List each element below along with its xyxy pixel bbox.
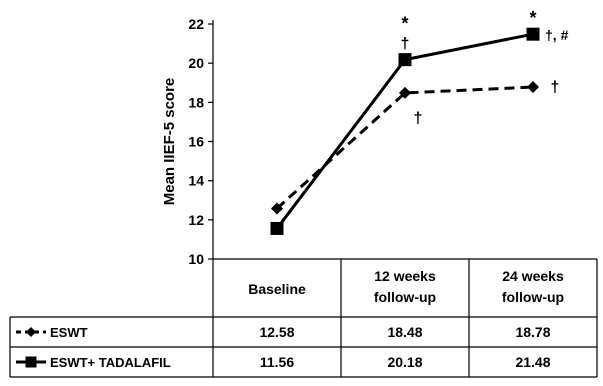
table-value-cell: 20.18 — [387, 354, 422, 370]
y-axis-title: Mean IIEF-5 score — [161, 78, 178, 206]
annotation-symbol: † — [401, 36, 410, 53]
y-tick-label: 12 — [188, 212, 204, 228]
y-tick-label: 22 — [188, 16, 204, 32]
data-point-series-2 — [526, 27, 540, 41]
data-point-series-1 — [527, 81, 539, 94]
annotation-symbol: * — [529, 8, 536, 28]
annotation-symbol: † — [551, 79, 560, 96]
category-label: Baseline — [248, 281, 306, 297]
y-tick-label: 16 — [188, 134, 204, 150]
table-value-cell: 11.56 — [260, 354, 294, 370]
series-line-1 — [275, 85, 534, 210]
table-value-cell: 18.78 — [515, 324, 550, 340]
annotation-symbol: * — [401, 14, 408, 34]
legend-marker-series-1 — [26, 327, 36, 337]
y-tick-label: 20 — [188, 55, 204, 71]
category-label: follow-up — [374, 289, 436, 305]
table-value-cell: 21.48 — [515, 354, 550, 370]
category-label: 24 weeks — [502, 268, 564, 284]
data-point-series-2 — [398, 53, 412, 67]
data-point-series-1 — [271, 202, 283, 215]
y-tick-label: 18 — [188, 94, 204, 110]
table-value-cell: 18.48 — [387, 324, 422, 340]
category-label: follow-up — [502, 289, 564, 305]
annotation-symbol: †, # — [545, 27, 569, 43]
annotation-symbol: † — [414, 110, 423, 127]
legend-label-series-1: ESWT — [50, 325, 88, 340]
data-point-series-1 — [399, 86, 411, 99]
legend-marker-series-2 — [25, 356, 37, 368]
legend-label-series-2: ESWT+ TADALAFIL — [50, 355, 171, 370]
y-tick-label: 10 — [188, 251, 204, 267]
table-value-cell: 12.58 — [259, 324, 294, 340]
data-point-series-2 — [270, 221, 284, 235]
category-label: 12 weeks — [374, 268, 436, 284]
y-tick-label: 14 — [188, 173, 204, 189]
